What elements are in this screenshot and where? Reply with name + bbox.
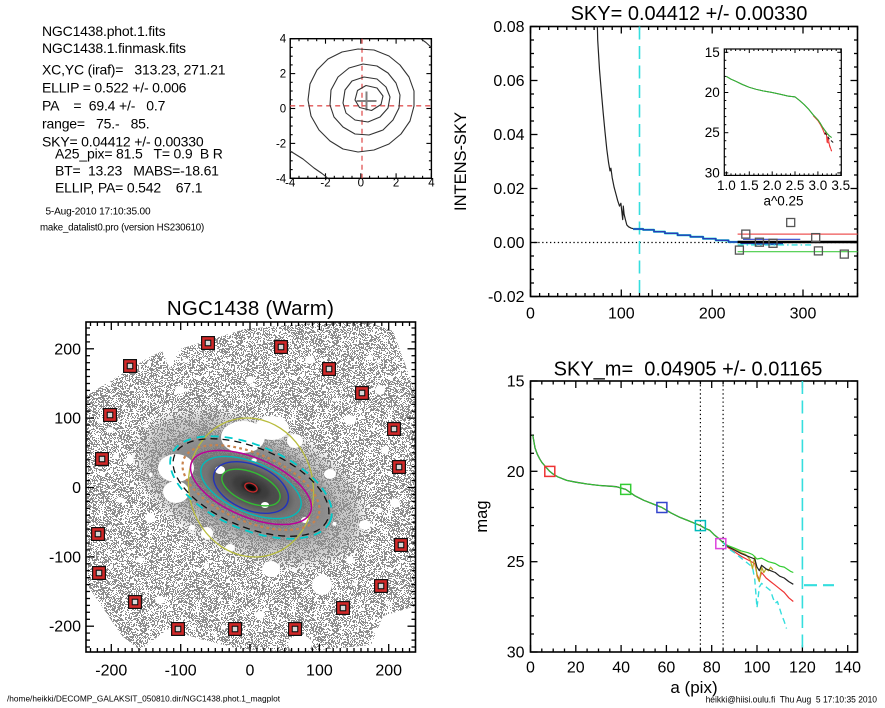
svg-text:40: 40 [612,660,630,677]
svg-text:25: 25 [507,554,525,571]
svg-text:-100: -100 [49,549,81,566]
svg-text:200: 200 [699,306,726,323]
svg-text:100: 100 [744,660,771,677]
svg-text:100: 100 [608,306,635,323]
svg-text:-4: -4 [276,173,287,185]
svg-text:0: 0 [526,660,535,677]
svg-text:20: 20 [567,660,585,677]
svg-text:3.0: 3.0 [809,178,828,193]
svg-text:100: 100 [54,411,81,428]
svg-text:0.04: 0.04 [493,127,524,144]
svg-text:NGC1438.1.finmask.fits: NGC1438.1.finmask.fits [42,40,186,56]
svg-text:/home/heikki/DECOMP_GALAKSIT_0: /home/heikki/DECOMP_GALAKSIT_050810.dir/… [7,694,281,704]
svg-text:200: 200 [54,341,81,358]
svg-text:0.06: 0.06 [493,73,524,90]
svg-text:ELLIP, PA= 0.542 67.1: ELLIP, PA= 0.542 67.1 [55,180,203,196]
svg-text:SKY_m= 0.04905 +/- 0.01165: SKY_m= 0.04905 +/- 0.01165 [554,359,823,381]
svg-text:1.5: 1.5 [740,178,759,193]
svg-text:2: 2 [393,178,399,190]
svg-text:0: 0 [358,178,364,190]
svg-text:120: 120 [789,660,816,677]
svg-text:a (pix): a (pix) [670,678,717,697]
svg-text:-0.02: -0.02 [488,289,525,306]
svg-text:200: 200 [375,663,402,680]
svg-text:SKY= 0.04412 +/- 0.00330: SKY= 0.04412 +/- 0.00330 [42,134,204,150]
svg-text:SKY= 0.04412 +/- 0.00330: SKY= 0.04412 +/- 0.00330 [571,3,808,25]
svg-text:5-Aug-2010 17:10:35.00: 5-Aug-2010 17:10:35.00 [46,207,151,218]
svg-text:ELLIP = 0.522 +/- 0.006: ELLIP = 0.522 +/- 0.006 [42,80,187,96]
svg-text:0.02: 0.02 [493,181,524,198]
svg-text:0.00: 0.00 [493,235,524,252]
svg-text:make_datalist0.pro (version HS: make_datalist0.pro (version HS230610) [40,223,204,234]
svg-text:2: 2 [280,69,286,81]
svg-text:mag: mag [473,500,491,532]
svg-text:0: 0 [246,663,255,680]
svg-text:20: 20 [705,85,720,100]
svg-text:4: 4 [428,178,435,190]
svg-text:1.0: 1.0 [717,178,736,193]
svg-text:BT= 13.23 MABS=-18.61: BT= 13.23 MABS=-18.61 [55,163,219,179]
svg-text:0: 0 [280,104,286,116]
svg-text:80: 80 [703,660,721,677]
svg-text:2.5: 2.5 [786,178,805,193]
svg-text:-4: -4 [285,178,296,190]
svg-text:PA = 69.4 +/- 0.7: PA = 69.4 +/- 0.7 [42,98,166,114]
svg-text:a^0.25: a^0.25 [763,194,803,209]
svg-text:-200: -200 [95,663,127,680]
svg-text:3.5: 3.5 [831,178,850,193]
svg-text:15: 15 [705,45,720,60]
svg-text:-2: -2 [320,178,330,190]
svg-text:2.0: 2.0 [763,178,782,193]
svg-text:0: 0 [526,306,535,323]
svg-text:-100: -100 [165,663,197,680]
svg-text:-2: -2 [276,138,286,150]
svg-text:20: 20 [507,464,525,481]
svg-text:140: 140 [834,660,861,677]
svg-text:0: 0 [72,480,81,497]
svg-text:60: 60 [658,660,676,677]
svg-text:30: 30 [507,645,525,662]
svg-text:100: 100 [306,663,333,680]
svg-text:4: 4 [280,34,287,46]
svg-text:NGC1438 (Warm): NGC1438 (Warm) [167,297,334,320]
svg-text:INTENS-SKY: INTENS-SKY [452,112,470,211]
svg-text:-200: -200 [49,619,81,636]
svg-text:0.08: 0.08 [493,19,524,36]
svg-text:heikki@hiisi.oulu.fi Thu Aug: heikki@hiisi.oulu.fi Thu Aug 5 17:10:35 … [706,694,877,704]
svg-text:15: 15 [507,374,525,391]
svg-text:300: 300 [790,306,817,323]
svg-text:XC,YC (iraf)= 313.23, 271.21: XC,YC (iraf)= 313.23, 271.21 [42,62,226,78]
svg-text:30: 30 [705,165,720,180]
svg-text:range= 75.- 85.: range= 75.- 85. [42,116,150,132]
svg-text:A25_pix= 81.5 T= 0.9 B R: A25_pix= 81.5 T= 0.9 B R [55,146,223,162]
svg-text:NGC1438.phot.1.fits: NGC1438.phot.1.fits [42,23,166,39]
svg-text:25: 25 [705,125,720,140]
